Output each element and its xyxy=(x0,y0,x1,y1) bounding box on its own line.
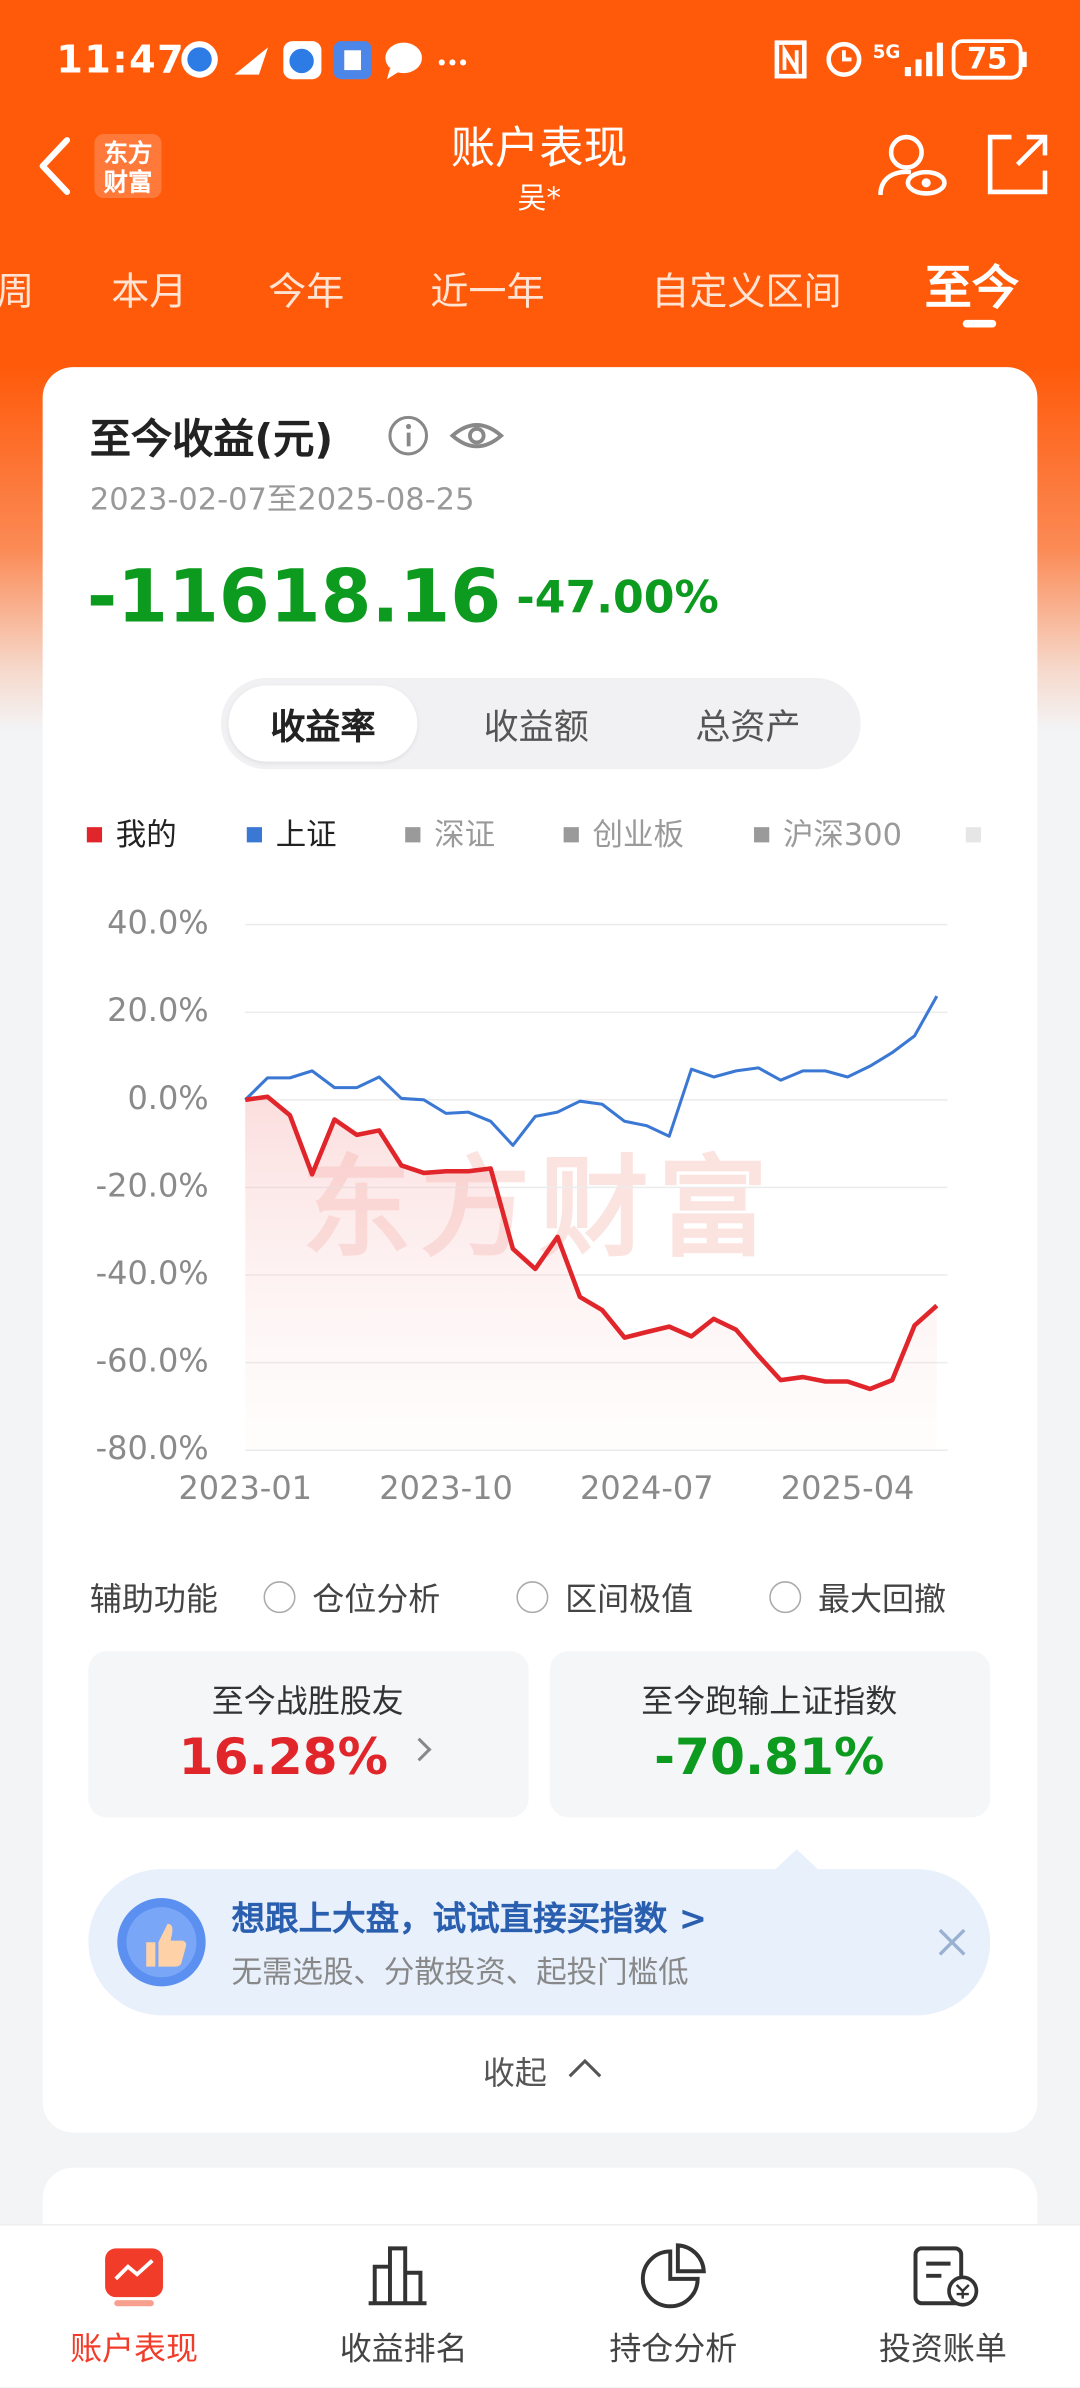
aux-label: 辅助功能 xyxy=(89,1581,218,1618)
back-button[interactable] xyxy=(34,134,80,198)
status-icons xyxy=(181,41,467,80)
battery-label: 75 xyxy=(966,42,1008,77)
nav-label[interactable]: 收益排名 xyxy=(339,2330,468,2368)
legend-swatch xyxy=(965,827,982,843)
stat-label: 至今战胜股友 xyxy=(211,1683,404,1720)
aux-option[interactable]: 最大回撤 xyxy=(818,1581,946,1618)
privacy-button[interactable] xyxy=(874,131,947,201)
tab[interactable]: 自定义区间 xyxy=(651,269,842,314)
tab[interactable]: 今年 xyxy=(268,269,345,314)
segment[interactable]: 收益额 xyxy=(483,708,589,748)
summary-amount: -11618.16 xyxy=(86,554,502,640)
nav-label[interactable]: 投资账单 xyxy=(878,2330,1007,2368)
segment[interactable]: 收益率 xyxy=(270,708,376,748)
x-tick-label: 2025-04 xyxy=(781,1469,915,1507)
y-tick-label: 0.0% xyxy=(127,1079,208,1117)
collapse-chevron xyxy=(568,2058,602,2078)
x-tick-label: 2023-10 xyxy=(379,1469,513,1507)
x-tick-label: 2023-01 xyxy=(178,1469,312,1507)
legend-label: 深证 xyxy=(434,818,495,853)
chart: 东方财富 40.0%20.0%0.0%-20.0%-40.0%-60.0%-80… xyxy=(86,818,982,1507)
legend-label: 我的 xyxy=(116,818,177,853)
tab[interactable]: 本月 xyxy=(111,269,188,314)
legend-swatch xyxy=(405,827,421,843)
status-right-icons xyxy=(774,39,1027,80)
status-time: 11:47 xyxy=(56,37,186,82)
stat-label: 至今跑输上证指数 xyxy=(641,1683,898,1720)
bottom-nav xyxy=(0,2224,1080,2388)
promo-close[interactable] xyxy=(935,1925,969,1959)
legend-swatch xyxy=(86,827,103,843)
legend-label: 沪深300 xyxy=(783,818,902,853)
bottom-nav-icons xyxy=(105,2243,979,2309)
logo-text: 东方 xyxy=(103,138,153,168)
summary-icons xyxy=(388,415,505,456)
legend-swatch xyxy=(246,827,263,843)
segment[interactable]: 总资产 xyxy=(695,708,801,748)
summary-card xyxy=(42,367,1038,2133)
tab-indicator xyxy=(962,319,997,328)
summary-title: 至今收益(元) xyxy=(89,416,334,464)
y-tick-label: -80.0% xyxy=(96,1429,209,1467)
aux-option[interactable]: 区间极值 xyxy=(565,1581,694,1618)
nav-label[interactable]: 账户表现 xyxy=(70,2330,199,2368)
y-tick-label: -20.0% xyxy=(96,1166,209,1204)
y-tick-label: -40.0% xyxy=(96,1254,209,1292)
summary-period: 2023-02-07至2025-08-25 xyxy=(89,480,475,518)
legend-swatch xyxy=(563,827,579,843)
segment-active-bg xyxy=(228,685,418,762)
legend-swatch xyxy=(754,827,770,843)
share-button[interactable] xyxy=(984,131,1051,198)
promo-title: 想跟上大盘，试试直接买指数 > xyxy=(231,1901,707,1940)
logo: 东方 财富 xyxy=(94,134,162,199)
collapse-label[interactable]: 收起 xyxy=(482,2054,547,2092)
tab[interactable]: 至今 xyxy=(924,261,1020,317)
promo-pointer xyxy=(773,1849,820,1871)
promo-banner[interactable] xyxy=(88,1869,991,2016)
stat-box xyxy=(549,1651,991,1818)
nav-label[interactable]: 持仓分析 xyxy=(609,2330,738,2368)
line xyxy=(244,1094,939,1392)
y-tick-label: -60.0% xyxy=(96,1342,209,1380)
radio[interactable] xyxy=(263,1581,296,1614)
network-label: 5G xyxy=(872,41,901,63)
radio[interactable] xyxy=(516,1581,549,1614)
summary-percent: -47.00% xyxy=(516,571,719,624)
line xyxy=(244,995,939,1147)
tab[interactable]: 近一年 xyxy=(430,269,545,314)
y-tick-label: 20.0% xyxy=(107,991,209,1029)
stat-value: -70.81% xyxy=(654,1726,885,1787)
logo-text: 财富 xyxy=(103,167,153,197)
stat-value: 16.28% xyxy=(178,1726,389,1787)
legend-label: 创业板 xyxy=(593,818,684,853)
radio[interactable] xyxy=(769,1581,802,1614)
header-subtitle: 吴* xyxy=(517,182,561,216)
legend-label: 上证 xyxy=(276,818,337,853)
promo-icon xyxy=(117,1898,206,1987)
promo-subtitle: 无需选股、分散投资、起投门槛低 xyxy=(231,1953,689,1991)
header-title: 账户表现 xyxy=(450,121,628,174)
stat-box[interactable] xyxy=(88,1651,529,1818)
tab[interactable]: 周 xyxy=(0,262,34,317)
x-tick-label: 2024-07 xyxy=(580,1469,714,1507)
y-tick-label: 40.0% xyxy=(107,904,209,942)
aux-option[interactable]: 仓位分析 xyxy=(312,1581,441,1618)
